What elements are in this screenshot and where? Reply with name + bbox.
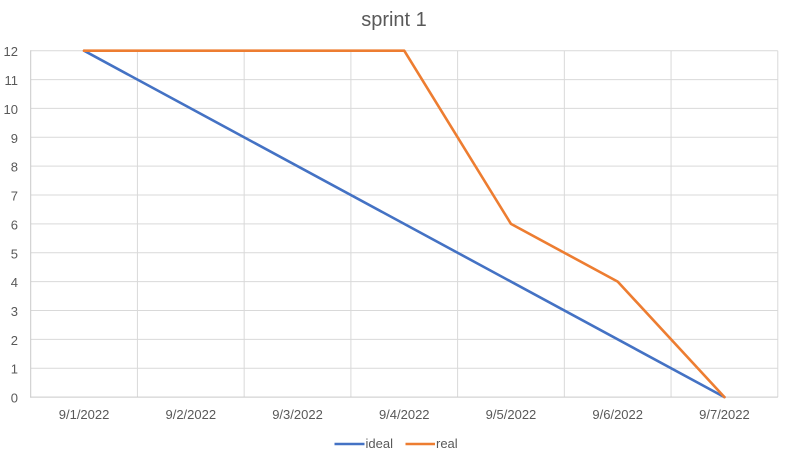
svg-text:8: 8 — [11, 160, 18, 175]
svg-text:9/2/2022: 9/2/2022 — [165, 407, 216, 422]
svg-text:1: 1 — [11, 362, 18, 377]
svg-text:9/1/2022: 9/1/2022 — [59, 407, 110, 422]
svg-text:0: 0 — [11, 391, 18, 406]
svg-text:real: real — [436, 436, 458, 451]
svg-text:sprint 1: sprint 1 — [361, 9, 427, 31]
svg-text:9: 9 — [11, 131, 18, 146]
svg-text:9/4/2022: 9/4/2022 — [379, 407, 430, 422]
svg-text:3: 3 — [11, 304, 18, 319]
svg-text:ideal: ideal — [366, 436, 394, 451]
svg-text:7: 7 — [11, 189, 18, 204]
svg-text:9/7/2022: 9/7/2022 — [699, 407, 750, 422]
svg-text:9/6/2022: 9/6/2022 — [592, 407, 643, 422]
svg-text:9/5/2022: 9/5/2022 — [486, 407, 537, 422]
svg-text:6: 6 — [11, 217, 18, 232]
svg-text:11: 11 — [5, 73, 19, 88]
svg-text:4: 4 — [11, 275, 18, 290]
svg-text:10: 10 — [4, 102, 18, 117]
svg-text:5: 5 — [11, 246, 18, 261]
svg-text:9/3/2022: 9/3/2022 — [272, 407, 323, 422]
svg-text:2: 2 — [11, 333, 18, 348]
svg-text:12: 12 — [4, 44, 18, 59]
